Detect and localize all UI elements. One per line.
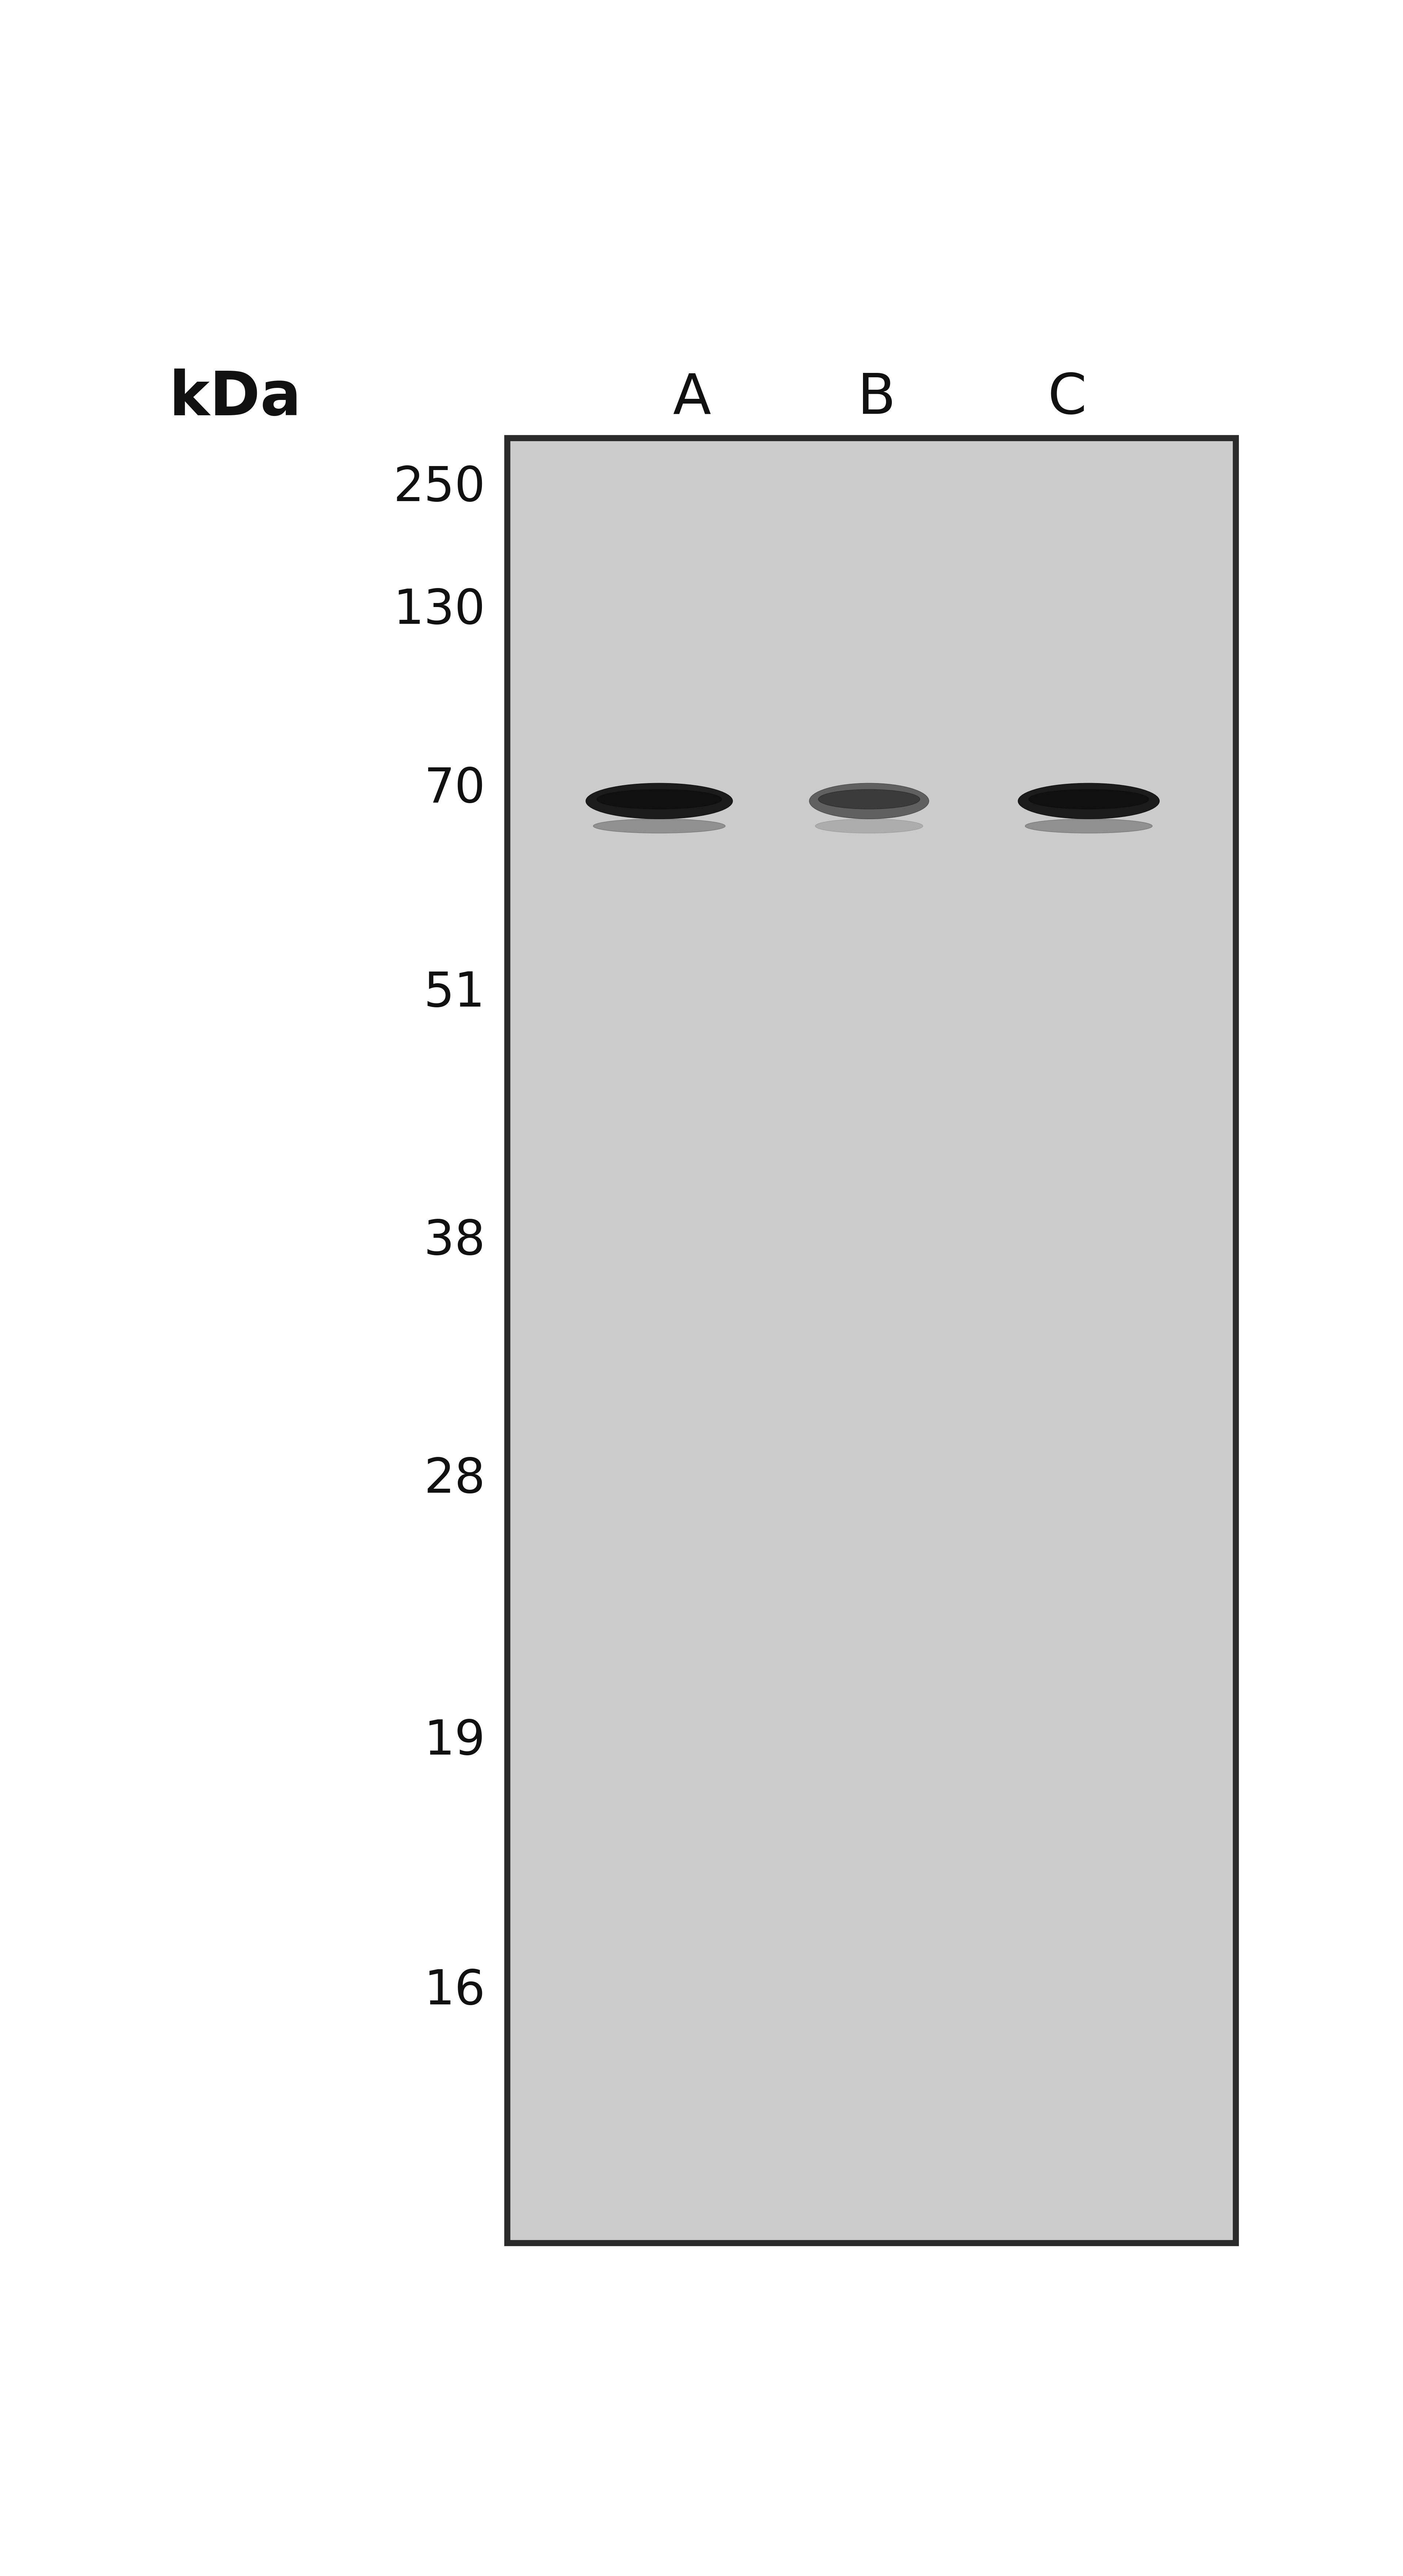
Bar bbox=[506, 438, 1236, 2244]
Text: 250: 250 bbox=[393, 464, 485, 510]
Text: 28: 28 bbox=[424, 1455, 485, 1502]
Text: 70: 70 bbox=[424, 765, 485, 811]
Ellipse shape bbox=[593, 819, 725, 832]
Text: 16: 16 bbox=[424, 1968, 485, 2014]
Ellipse shape bbox=[596, 788, 721, 809]
Text: 51: 51 bbox=[424, 971, 485, 1018]
Text: 38: 38 bbox=[424, 1218, 485, 1265]
Text: kDa: kDa bbox=[170, 368, 302, 428]
Ellipse shape bbox=[586, 783, 732, 819]
Ellipse shape bbox=[1026, 819, 1152, 832]
Ellipse shape bbox=[818, 788, 920, 809]
Text: B: B bbox=[857, 371, 897, 425]
Ellipse shape bbox=[1028, 788, 1149, 809]
Text: C: C bbox=[1048, 371, 1086, 425]
Ellipse shape bbox=[1019, 783, 1159, 819]
Text: 19: 19 bbox=[424, 1718, 485, 1765]
Ellipse shape bbox=[815, 819, 923, 832]
Text: A: A bbox=[673, 371, 711, 425]
Text: 130: 130 bbox=[393, 587, 485, 634]
Ellipse shape bbox=[810, 783, 929, 819]
